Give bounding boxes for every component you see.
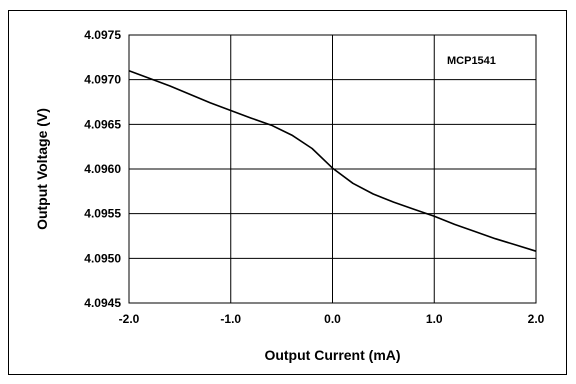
x-tick-labels: -2.0 -1.0 0.0 1.0 2.0 xyxy=(119,312,545,326)
plot-area xyxy=(128,34,537,304)
x-tick-label: 2.0 xyxy=(528,312,545,326)
y-tick-label: 4.0955 xyxy=(84,207,121,221)
chart-frame: -2.0 -1.0 0.0 1.0 2.0 4.0945 4.0950 4.0955 4.09… xyxy=(8,10,567,375)
y-tick-label: 4.0950 xyxy=(84,251,121,265)
series-line-0 xyxy=(128,69,537,252)
x-axis-title: Output Current (mA) xyxy=(264,347,400,363)
chart-svg: -2.0 -1.0 0.0 1.0 2.0 4.09454.09504.09554.09… xyxy=(34,28,545,363)
y-tick-label: 4.0945 xyxy=(84,296,121,310)
y-tick-label: 4.0965 xyxy=(84,117,121,131)
y-tick-labels: 4.0945 4.0950 4.0955 4.0960 4.0965 4.0970 4.09… xyxy=(84,28,121,310)
x-tick-label: 1.0 xyxy=(426,312,443,326)
series-layer xyxy=(128,69,537,252)
x-tick-label: 0.0 xyxy=(324,312,341,326)
x-tick-label: -2.0 xyxy=(119,312,140,326)
y-tick-label: 4.0975 xyxy=(84,28,121,42)
y-axis-title: Output Voltage (V) xyxy=(34,108,50,230)
x-tick-label: -1.0 xyxy=(220,312,241,326)
y-tick-label: 4.0960 xyxy=(84,162,121,176)
y-tick-label: 4.0970 xyxy=(84,73,121,87)
chart-annotation: MCP1541 xyxy=(447,55,496,67)
